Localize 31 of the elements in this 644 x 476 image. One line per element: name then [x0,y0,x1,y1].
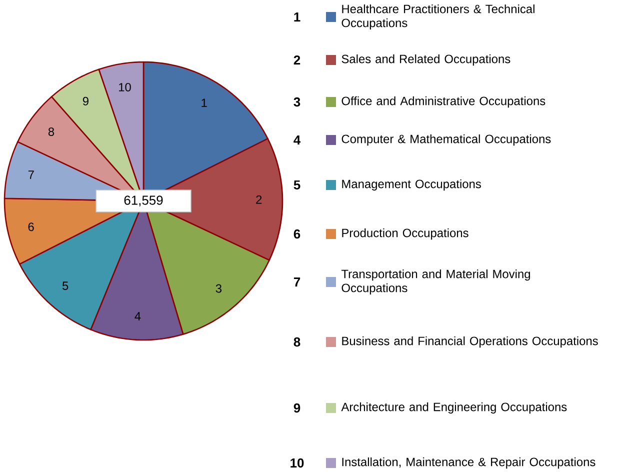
legend-label: Computer & Mathematical Occupations [342,134,551,146]
text: 3 [216,284,222,293]
text: 7 [294,278,300,286]
legend-label: Management Occupations [342,179,481,191]
text: 2 [294,55,300,65]
text: 10 [290,458,304,468]
text: 2 [256,195,262,204]
legend-label: Transportation and Material Moving Occupations [341,269,530,295]
text: 8 [294,337,300,347]
text: 5 [294,180,300,190]
legend-label: Sales and Related Occupations [342,54,510,66]
text: 6 [294,229,300,239]
legend-label: Production Occupations [342,228,468,240]
text: 5 [62,282,68,290]
text: 4 [134,312,141,320]
text: 9 [82,96,88,106]
legend-label: Installation, Maintenance & Repair Occupations [342,457,596,469]
legend-label: Office and Administrative Occupations [342,96,546,108]
text: 7 [28,170,34,179]
legend-label: Business and Financial Operations Occupations [342,336,598,348]
text: 3 [294,97,300,107]
text: 10 [118,82,131,92]
text: 6 [28,222,34,232]
text: 8 [48,128,54,136]
legend-label: Healthcare Practitioners & Technical Occupations [342,4,534,30]
text: 1 [294,12,300,22]
legend-label: Architecture and Engineering Occupations [341,402,567,414]
text: 9 [294,403,300,413]
text: 4 [294,136,301,144]
text: 61,559 [124,196,163,206]
text: 1 [202,98,207,107]
